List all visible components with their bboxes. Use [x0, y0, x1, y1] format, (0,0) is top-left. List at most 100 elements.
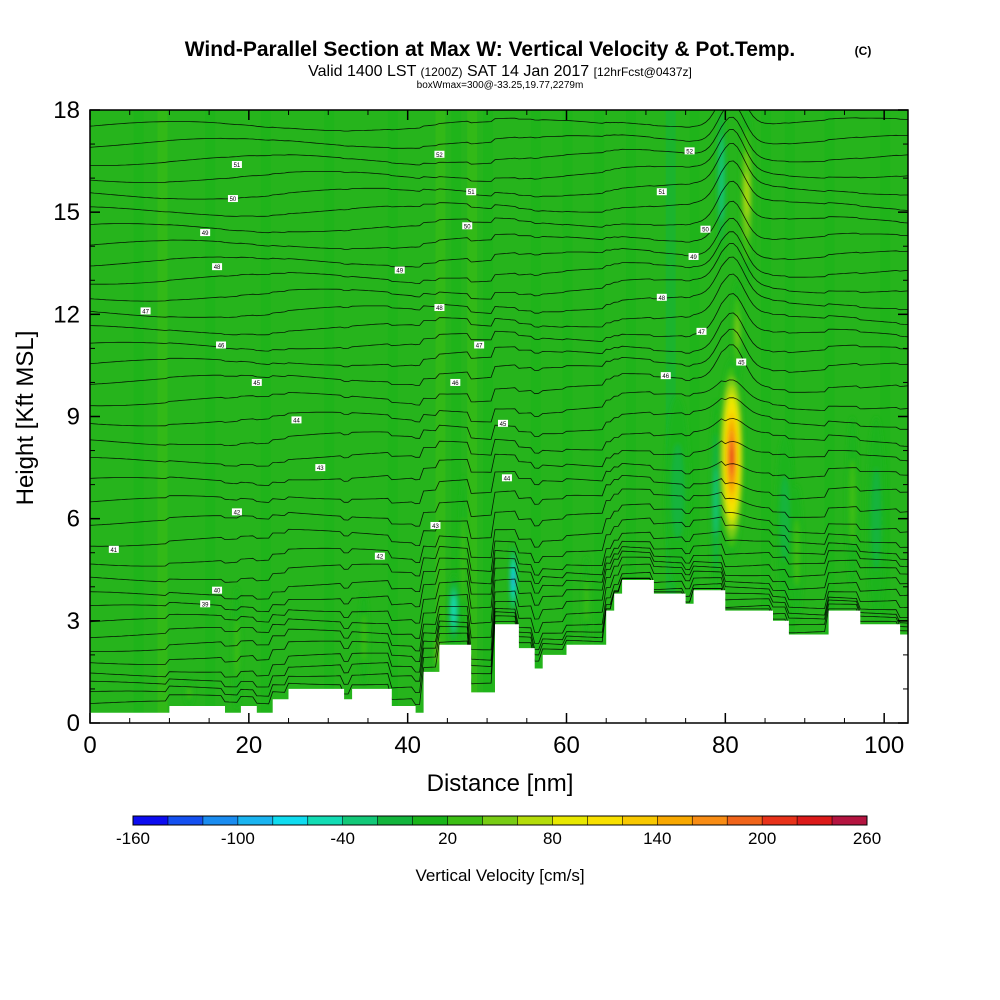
contour-label-text: 43: [317, 466, 324, 472]
contour-label-text: 48: [214, 265, 221, 271]
plot-area: 51 50 49 48 47 46 45 44 43 42 41 40 39 52 51 50 49 48 47 46…: [90, 110, 908, 723]
colorbar-cell: [342, 816, 379, 825]
colorbar-cell: [832, 816, 868, 825]
contour-label-text: 51: [658, 190, 665, 196]
updraft-cell: [744, 173, 749, 218]
theta-contour: [90, 328, 908, 386]
y-tick-label: 18: [53, 97, 80, 124]
background-streak: [689, 110, 700, 723]
contour-label-text: 50: [702, 228, 709, 234]
valid-time-zulu: (1200Z): [421, 65, 463, 79]
theta-contour: [90, 217, 908, 268]
contour-label: 51: [656, 188, 667, 196]
colorbar-cell: [762, 816, 798, 825]
updraft-cell: [234, 617, 240, 679]
colorbar-tick-label: 20: [438, 829, 457, 848]
potential-temperature-contours: [90, 110, 908, 706]
contour-label: 49: [688, 252, 699, 261]
downdraft-cell: [780, 476, 790, 562]
y-tick-label: 15: [53, 199, 80, 226]
contour-label: 44: [291, 416, 302, 424]
updraft-cell: [186, 685, 192, 700]
contour-label-text: 47: [476, 343, 483, 349]
contour-label: 49: [394, 266, 405, 275]
contour-label: 40: [212, 586, 223, 595]
y-tick-label: 6: [67, 506, 80, 533]
theta-contour: [90, 418, 908, 467]
contour-label-text: 45: [738, 361, 745, 367]
colorbar-cell: [447, 816, 483, 825]
contour-label: 45: [251, 378, 262, 387]
contour-label: 48: [434, 304, 445, 312]
theta-contour: [90, 577, 908, 688]
background-streak: [562, 110, 573, 723]
contour-label: 47: [140, 307, 151, 315]
contour-label-text: 43: [432, 524, 439, 530]
contour-label-text: 51: [468, 190, 475, 196]
x-tick-label: 0: [83, 732, 96, 759]
background-streak: [157, 110, 168, 723]
theta-contour: [90, 243, 908, 302]
contour-label: 51: [466, 188, 477, 196]
colorbar-cell: [133, 816, 169, 825]
valid-time-date: SAT 14 Jan 2017: [467, 63, 589, 80]
contour-label: 43: [315, 464, 326, 472]
theta-contour: [90, 488, 908, 547]
downdraft-cell: [511, 573, 515, 587]
theta-contour: [90, 540, 908, 613]
background-streak: [205, 110, 216, 723]
contour-label: 47: [474, 341, 485, 349]
x-axis: 0 20 40 60 80 100: [83, 110, 904, 759]
contour-label: 42: [231, 508, 242, 516]
updraft-cell: [461, 516, 466, 603]
valid-time-subtitle: Valid 1400 LST (1200Z) SAT 14 Jan 2017 […: [308, 63, 692, 80]
background-streak: [880, 110, 891, 723]
colorbar-cell: [412, 816, 448, 825]
theta-contour: [90, 129, 908, 183]
background-streak: [626, 110, 637, 723]
theta-contour: [90, 516, 908, 583]
colorbar-cell: [202, 816, 239, 825]
colorbar-tick-label: 140: [643, 829, 671, 848]
theta-contour: [90, 180, 908, 234]
theta-contour: [90, 116, 908, 166]
contour-label-text: 39: [202, 602, 209, 608]
downdraft-cell: [871, 467, 881, 570]
contour-label: 46: [660, 372, 671, 380]
theta-contour: [90, 312, 908, 368]
colorbar: -160 -100 -40 20 80 140 200 260: [116, 815, 881, 848]
contour-label-text: 42: [234, 510, 241, 516]
contour-label-text: 41: [110, 548, 117, 554]
background-streak: [324, 110, 335, 723]
theta-contour: [90, 546, 908, 624]
contour-labels: 51 50 49 48 47 46 45 44 43 42 41 40 39 52 51 50 49 48 47 46…: [108, 147, 747, 608]
theta-contour: [90, 550, 908, 639]
theta-contour: [90, 440, 908, 487]
valid-time-prefix: Valid 1400 LST: [308, 63, 416, 80]
updraft-cell: [849, 459, 856, 545]
contour-label: 52: [434, 150, 445, 159]
background-streak: [824, 110, 835, 723]
y-axis: 0 3 6 9 12 15 18: [53, 97, 908, 737]
y-tick-label: 0: [67, 710, 80, 737]
colorbar-cell: [727, 816, 763, 825]
y-axis-label: Height [Kft MSL]: [12, 331, 39, 506]
colorbar-frame: [132, 815, 868, 826]
forecast-info: [12hrFcst@0437z]: [594, 65, 692, 79]
background-streak: [467, 110, 478, 723]
contour-label-text: 40: [214, 589, 221, 595]
contour-label-text: 52: [686, 149, 693, 155]
contour-label-text: 50: [464, 224, 471, 230]
theta-contour: [90, 110, 908, 149]
colorbar-tick-label: 80: [543, 829, 562, 848]
contour-label-text: 46: [218, 343, 225, 349]
downdraft-cell: [713, 467, 718, 536]
colorbar-cell: [167, 816, 204, 825]
contour-label-text: 46: [452, 381, 459, 387]
background-streak: [133, 110, 144, 723]
theta-contour: [90, 563, 908, 665]
x-tick-label: 20: [235, 732, 262, 759]
theta-contour: [90, 200, 908, 250]
colorbar-tick-label: -160: [116, 829, 150, 848]
chart-title: Wind-Parallel Section at Max W: Vertical…: [185, 38, 796, 61]
